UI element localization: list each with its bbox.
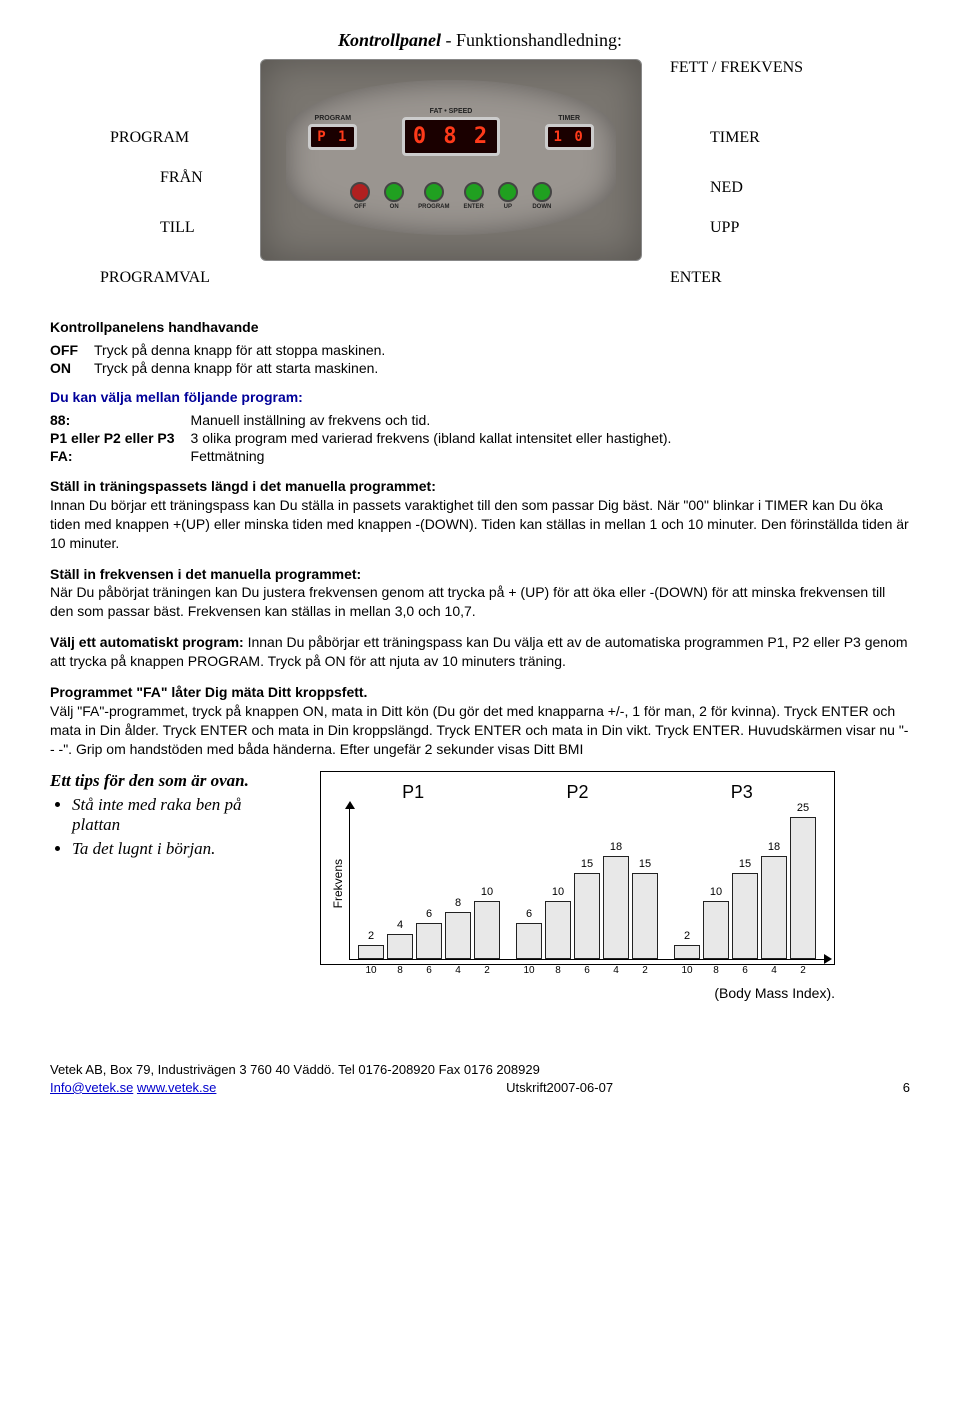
panel-button: PROGRAM	[418, 182, 449, 210]
page-title: Kontrollpanel - Funktionshandledning:	[50, 30, 910, 51]
handling-table: OFFTryck på denna knapp för att stoppa m…	[50, 341, 401, 377]
chart-bar: 156	[732, 873, 758, 959]
programs-table: 88:Manuell inställning av frekvens och t…	[50, 411, 687, 465]
panel-button: ON	[384, 182, 404, 210]
program-chart: P1P2P3 Frekvens 210486684102610108156184…	[320, 771, 835, 965]
chart-bar: 156	[574, 873, 600, 959]
tips-heading: Ett tips för den som är ovan.	[50, 771, 290, 791]
callout-upp: UPP	[710, 219, 739, 237]
callout-fran: FRÅN	[160, 169, 203, 187]
tips-box: Ett tips för den som är ovan. Stå inte m…	[50, 771, 290, 863]
led-program: P 1	[308, 124, 357, 150]
fa-para: Programmet "FA" låter Dig mäta Ditt krop…	[50, 683, 910, 759]
callout-ned: NED	[710, 179, 743, 197]
list-item: Stå inte med raka ben på plattan	[72, 795, 290, 835]
chart-ylabel: Frekvens	[331, 859, 345, 908]
chart-bar: 252	[790, 817, 816, 959]
table-row: OFFTryck på denna knapp för att stoppa m…	[50, 341, 401, 359]
panel-diagram: PROGRAM P 1 FAT • SPEED 0 8 2 TIMER 1 0 …	[50, 59, 910, 299]
table-row: 88:Manuell inställning av frekvens och t…	[50, 411, 687, 429]
table-row: ONTryck på denna knapp för att starta ma…	[50, 359, 401, 377]
programs-heading: Du kan välja mellan följande program:	[50, 389, 910, 405]
title-main: Kontrollpanel	[338, 30, 441, 50]
chart-bar: 610	[516, 923, 542, 959]
manual-length-para: Ställ in träningspassets längd i det man…	[50, 477, 910, 553]
chart-bar: 102	[474, 901, 500, 959]
footer-email-link[interactable]: Info@vetek.se	[50, 1080, 133, 1095]
subchart: 210108156184252	[666, 809, 824, 959]
footer-print-date: Utskrift2007-06-07	[506, 1079, 613, 1097]
chart-bar: 84	[445, 912, 471, 959]
subchart: 610108156184152	[508, 809, 666, 959]
callout-enter: ENTER	[670, 269, 722, 287]
callout-fett: FETT / FREKVENS	[670, 59, 803, 77]
manual-freq-para: Ställ in frekvensen i det manuella progr…	[50, 565, 910, 622]
chart-bar: 184	[603, 856, 629, 959]
subchart: 210486684102	[350, 809, 508, 959]
footer-address: Vetek AB, Box 79, Industrivägen 3 760 40…	[50, 1061, 910, 1079]
callout-program: PROGRAM	[110, 129, 189, 147]
footer-page-number: 6	[903, 1079, 910, 1097]
table-row: FA:Fettmätning	[50, 447, 687, 465]
chart-bar: 108	[545, 901, 571, 959]
panel-button: ENTER	[464, 182, 484, 210]
handling-heading: Kontrollpanelens handhavande	[50, 319, 910, 335]
title-sub: Funktionshandledning:	[456, 30, 622, 50]
panel-button: UP	[498, 182, 518, 210]
footer-web-link[interactable]: www.vetek.se	[137, 1080, 216, 1095]
chart-bar: 48	[387, 934, 413, 958]
chart-bar: 210	[674, 945, 700, 958]
panel-button: DOWN	[532, 182, 552, 210]
led-fatspeed: 0 8 2	[402, 117, 500, 156]
chart-bar: 184	[761, 856, 787, 959]
callout-timer: TIMER	[710, 129, 760, 147]
panel-button: OFF	[350, 182, 370, 210]
page-footer: Vetek AB, Box 79, Industrivägen 3 760 40…	[50, 1061, 910, 1097]
chart-bar: 66	[416, 923, 442, 959]
led-timer: 1 0	[545, 124, 594, 150]
list-item: Ta det lugnt i början.	[72, 839, 290, 859]
callout-till: TILL	[160, 219, 195, 237]
table-row: P1 eller P2 eller P33 olika program med …	[50, 429, 687, 447]
chart-bar: 210	[358, 945, 384, 958]
bmi-note: (Body Mass Index).	[320, 985, 835, 1001]
chart-bar: 152	[632, 873, 658, 959]
panel-photo: PROGRAM P 1 FAT • SPEED 0 8 2 TIMER 1 0 …	[260, 59, 642, 261]
auto-prog-para: Välj ett automatiskt program: Innan Du p…	[50, 633, 910, 671]
chart-bar: 108	[703, 901, 729, 959]
callout-programval: PROGRAMVAL	[100, 269, 210, 287]
